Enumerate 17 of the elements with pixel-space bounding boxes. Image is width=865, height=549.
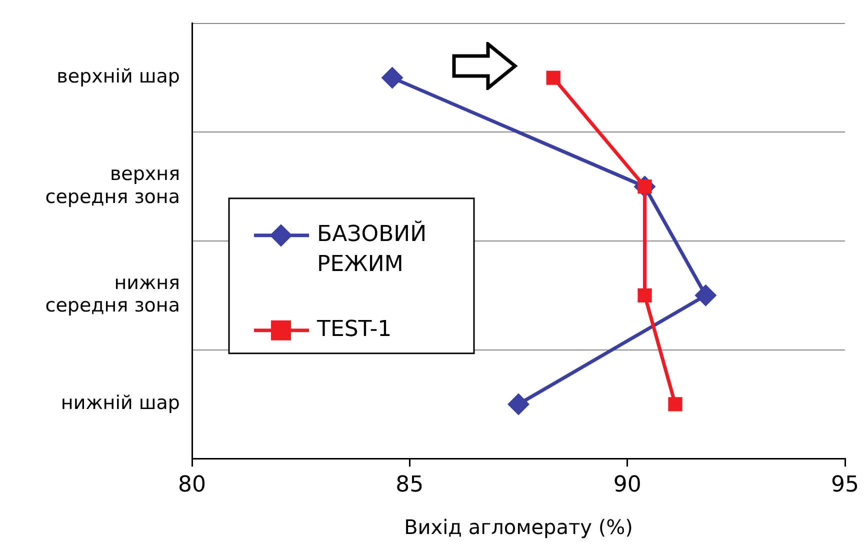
point (668, 397, 682, 412)
point (381, 66, 404, 89)
y-tick-label: нижній шар (60, 392, 180, 414)
y-tick-label: верхній шар (56, 66, 180, 88)
y-tick-label: верхня середня зона (45, 163, 180, 208)
x-tick-label: 90 (613, 472, 642, 498)
point (638, 288, 652, 302)
legend-label: TEST-1 (316, 317, 392, 342)
point (546, 70, 560, 85)
x-tick-label: 85 (396, 472, 424, 498)
point (508, 393, 530, 416)
x-axis-title: Вихід агломерату (%) (404, 515, 633, 540)
x-tick-label: 95 (831, 472, 860, 498)
point (694, 284, 717, 306)
legend-label: БАЗОВИЙ РЕЖИМ (317, 220, 427, 278)
y-tick-label: нижня середня зона (45, 272, 180, 317)
x-tick-label: 80 (178, 472, 206, 498)
